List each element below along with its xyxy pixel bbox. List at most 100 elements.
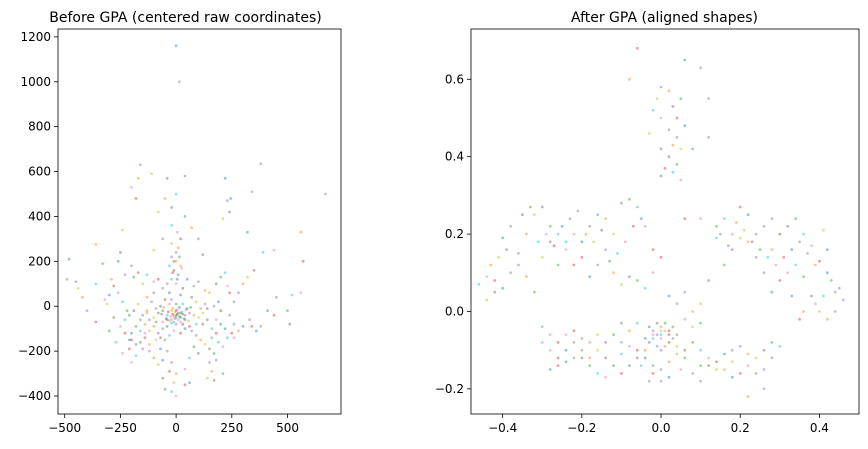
data-point (197, 237, 200, 241)
data-point (738, 372, 742, 375)
data-point (651, 108, 655, 112)
data-point (181, 302, 185, 306)
data-point (675, 344, 679, 348)
y-tick-label: 0.6 (445, 72, 464, 86)
data-point (121, 300, 124, 304)
data-point (145, 309, 149, 313)
data-point (170, 206, 174, 209)
data-point (237, 291, 240, 295)
data-point (588, 275, 592, 278)
data-point (156, 363, 160, 366)
data-point (556, 356, 560, 360)
data-point (266, 309, 269, 313)
data-point (152, 325, 156, 328)
data-point (548, 348, 552, 352)
before-gpa-y-ticks: −400 −200 0 200 400 600 800 1000 1200 (18, 30, 58, 403)
data-point (180, 310, 184, 314)
data-point (175, 230, 179, 234)
data-point (699, 302, 702, 306)
data-point (699, 217, 702, 221)
data-point (651, 329, 655, 333)
data-point (250, 325, 254, 328)
after-gpa-title: After GPA (aligned shapes) (571, 10, 758, 26)
data-point (192, 284, 196, 288)
data-point (659, 147, 663, 151)
data-point (659, 85, 663, 89)
data-point (810, 244, 813, 248)
data-point (175, 308, 179, 311)
data-point (616, 252, 619, 255)
data-point (699, 379, 702, 383)
y-tick-label: −400 (18, 389, 51, 403)
data-point (232, 322, 236, 326)
data-point (212, 378, 216, 382)
data-point (794, 217, 798, 221)
data-point (228, 210, 232, 214)
data-point (766, 255, 770, 259)
after-gpa-axes-frame (470, 28, 860, 415)
data-point (663, 329, 667, 333)
data-point (94, 320, 98, 324)
data-point (170, 390, 174, 393)
data-point (201, 322, 205, 326)
data-point (671, 325, 675, 329)
data-point (556, 232, 560, 236)
data-point (187, 319, 190, 323)
x-tick-label: −250 (104, 421, 137, 435)
data-point (203, 302, 207, 306)
x-tick-label: −0.4 (488, 421, 517, 435)
data-point (174, 282, 178, 286)
data-point (521, 213, 524, 217)
data-point (810, 294, 813, 298)
data-point (208, 361, 211, 364)
data-point (501, 286, 505, 290)
data-point (210, 327, 214, 331)
data-point (183, 318, 187, 322)
data-point (170, 321, 174, 325)
data-point (121, 228, 124, 232)
data-point (171, 307, 175, 310)
data-point (560, 224, 564, 228)
data-point (179, 316, 183, 319)
data-point (604, 341, 607, 344)
data-point (178, 314, 181, 318)
data-point (730, 248, 734, 252)
data-point (738, 205, 742, 209)
data-point (183, 383, 187, 387)
data-point (183, 174, 187, 178)
data-point (663, 321, 667, 325)
data-point (691, 310, 695, 313)
data-point (596, 348, 600, 352)
data-point (275, 295, 278, 299)
x-tick-label: 0.4 (810, 421, 829, 435)
data-point (94, 282, 98, 286)
y-tick-label: −0.2 (435, 382, 464, 396)
data-point (156, 311, 160, 315)
data-point (232, 336, 236, 340)
data-point (667, 329, 671, 333)
data-point (139, 163, 142, 167)
data-point (754, 372, 758, 375)
data-point (509, 224, 512, 228)
data-point (192, 313, 196, 317)
data-point (825, 271, 829, 275)
data-point (540, 205, 544, 209)
data-point (564, 360, 568, 364)
data-point (148, 343, 151, 346)
data-point (822, 294, 825, 298)
data-point (143, 336, 147, 340)
data-point (719, 232, 722, 236)
data-point (261, 251, 265, 254)
data-point (229, 197, 233, 200)
data-point (699, 321, 702, 325)
data-point (493, 279, 497, 282)
data-point (628, 344, 631, 348)
data-point (123, 331, 127, 335)
data-point (841, 298, 845, 302)
data-point (76, 286, 80, 290)
data-point (324, 192, 327, 196)
data-point (248, 318, 252, 322)
data-point (181, 286, 185, 290)
data-point (175, 277, 179, 281)
data-point (250, 190, 254, 194)
